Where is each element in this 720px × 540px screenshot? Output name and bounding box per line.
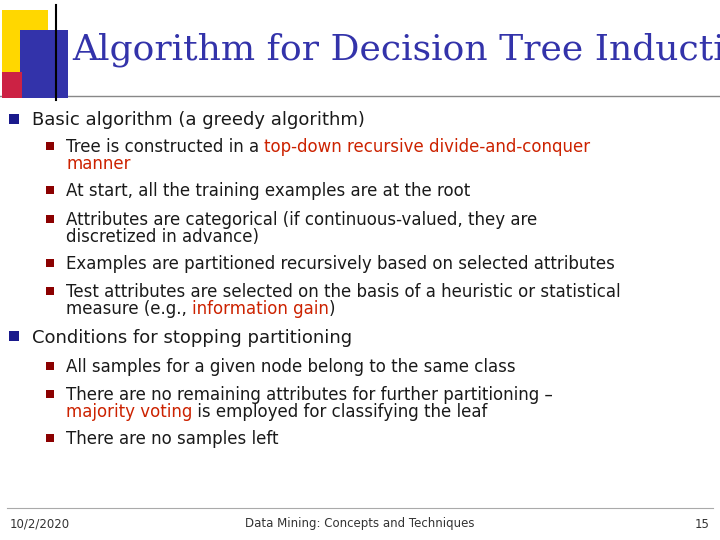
Text: Test attributes are selected on the basis of a heuristic or statistical: Test attributes are selected on the basi… xyxy=(66,284,621,301)
Text: ): ) xyxy=(329,300,336,318)
Text: 15: 15 xyxy=(695,517,710,530)
Text: is employed for classifying the leaf: is employed for classifying the leaf xyxy=(192,403,487,421)
Text: All samples for a given node belong to the same class: All samples for a given node belong to t… xyxy=(66,358,516,376)
Text: Basic algorithm (a greedy algorithm): Basic algorithm (a greedy algorithm) xyxy=(32,111,365,129)
Text: Attributes are categorical (if continuous-valued, they are: Attributes are categorical (if continuou… xyxy=(66,211,537,229)
Bar xyxy=(46,362,54,370)
Bar xyxy=(20,30,68,98)
Text: information gain: information gain xyxy=(192,300,329,318)
Text: There are no samples left: There are no samples left xyxy=(66,430,279,448)
Text: Tree is constructed in a: Tree is constructed in a xyxy=(66,138,264,156)
Text: Examples are partitioned recursively based on selected attributes: Examples are partitioned recursively bas… xyxy=(66,255,615,273)
Bar xyxy=(2,10,48,78)
Text: manner: manner xyxy=(66,155,130,173)
Bar xyxy=(9,331,19,341)
Bar xyxy=(46,259,54,267)
Text: Data Mining: Concepts and Techniques: Data Mining: Concepts and Techniques xyxy=(246,517,474,530)
Bar xyxy=(46,434,54,442)
Bar xyxy=(46,142,54,150)
Text: There are no remaining attributes for further partitioning –: There are no remaining attributes for fu… xyxy=(66,386,553,404)
Bar xyxy=(46,186,54,194)
Bar xyxy=(2,72,22,98)
Bar xyxy=(46,215,54,222)
Text: Algorithm for Decision Tree Induction: Algorithm for Decision Tree Induction xyxy=(72,33,720,68)
Text: measure (e.g.,: measure (e.g., xyxy=(66,300,192,318)
Bar xyxy=(46,390,54,398)
Text: top-down recursive divide-and-conquer: top-down recursive divide-and-conquer xyxy=(264,138,590,156)
Text: discretized in advance): discretized in advance) xyxy=(66,228,259,246)
Text: At start, all the training examples are at the root: At start, all the training examples are … xyxy=(66,183,470,200)
Text: Conditions for stopping partitioning: Conditions for stopping partitioning xyxy=(32,329,352,347)
Text: 10/2/2020: 10/2/2020 xyxy=(10,517,70,530)
Text: majority voting: majority voting xyxy=(66,403,192,421)
Bar xyxy=(9,113,19,124)
Bar xyxy=(46,287,54,295)
